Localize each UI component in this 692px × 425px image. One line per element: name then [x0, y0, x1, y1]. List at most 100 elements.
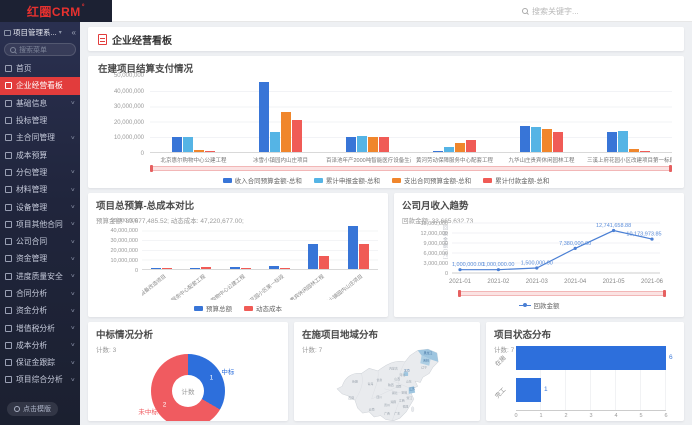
- sidebar-footer-button[interactable]: 点击模版: [7, 402, 58, 416]
- y-tick: 0: [135, 268, 138, 274]
- legend-label: 动态成本: [256, 303, 282, 313]
- x-tick: 2021-02: [487, 279, 510, 285]
- x-tick: 2021-05: [603, 279, 626, 285]
- logo-text: 红圈CRM: [27, 3, 81, 20]
- x-axis-label: 百泽池年产2000吨智能医疗设备生产线改造项目: [324, 156, 411, 164]
- province-label: 贵州: [384, 402, 390, 407]
- datazoom-slider[interactable]: [458, 291, 666, 296]
- bar: [346, 137, 356, 152]
- province-label: 浙江: [407, 395, 413, 400]
- sidebar-menu-item[interactable]: 首页: [0, 60, 80, 77]
- chevron-down-icon: ∨: [71, 135, 76, 141]
- donut-center-label: 计数: [172, 375, 204, 407]
- bar-value: 6: [669, 354, 673, 361]
- status-bar: [516, 346, 666, 370]
- menu-search-input[interactable]: 搜索菜单: [4, 43, 76, 56]
- menu-item-icon: [5, 221, 12, 228]
- sidebar-menu-item[interactable]: 主合同管理∨: [0, 129, 80, 146]
- x-tick: 5: [639, 413, 642, 419]
- bar: [368, 137, 378, 152]
- menu-item-label: 项目综合分析: [16, 374, 63, 385]
- bar-group: [237, 77, 324, 152]
- y-tick: 40,000,000: [114, 89, 144, 95]
- menu-item-label: 进度质量安全: [16, 271, 63, 282]
- bid-result-chart-card: 中标情况分析 计数: 3 1中标2未中标计数: [88, 322, 288, 421]
- sidebar-menu-item[interactable]: 项目其他合同∨: [0, 216, 80, 233]
- datazoom-slider[interactable]: [150, 166, 672, 171]
- chevron-down-icon: ∨: [71, 221, 76, 227]
- data-point: [574, 247, 577, 250]
- chart-subtitle: 计数: 3: [96, 344, 280, 354]
- chart-legend: 回款金额: [394, 300, 684, 310]
- legend-item[interactable]: 累计付款金额-总和: [483, 175, 549, 185]
- chevron-down-icon: ∨: [71, 308, 76, 314]
- x-axis-label: 黄河劳动保障服务中心配套工程: [411, 156, 498, 164]
- menu-item-label: 基础信息: [16, 98, 47, 109]
- chevron-down-icon: ∨: [71, 325, 76, 331]
- sidebar-menu-item[interactable]: 增值税分析∨: [0, 319, 80, 336]
- bar-group: [339, 222, 378, 269]
- search-icon: [10, 47, 16, 53]
- y-tick: 20,000,000: [114, 120, 144, 126]
- menu-item-icon: [5, 186, 12, 193]
- line-chart: 15,000,00012,000,0009,000,0006,000,0003,…: [402, 217, 666, 291]
- y-tick: 50,000,000: [110, 218, 138, 224]
- sidebar-menu-item[interactable]: 基础信息∨: [0, 95, 80, 112]
- legend-item[interactable]: 回款金额: [519, 300, 560, 310]
- legend-item[interactable]: 预算总额: [194, 303, 232, 313]
- y-tick: 6,000,000: [424, 251, 448, 257]
- sidebar-menu-item[interactable]: 合同分析∨: [0, 285, 80, 302]
- bar: [359, 244, 369, 269]
- province-label: 江苏: [409, 386, 415, 391]
- sidebar-menu-item[interactable]: 材料管理∨: [0, 181, 80, 198]
- sidebar-menu-item[interactable]: 进度质量安全∨: [0, 268, 80, 285]
- menu-item-icon: [5, 134, 12, 141]
- menu-item-icon: [5, 359, 12, 366]
- chart-title: 在施项目地域分布: [302, 327, 472, 341]
- menu-item-label: 设备管理: [16, 202, 47, 213]
- sidebar-menu-item[interactable]: 资金管理∨: [0, 250, 80, 267]
- bar-value: 1: [544, 386, 548, 393]
- sidebar-menu-item[interactable]: 企业经营看板: [0, 77, 80, 94]
- workspace-switcher[interactable]: 项目管理系... ▾ «: [0, 22, 80, 41]
- pair-bar-plot: [142, 222, 378, 270]
- province-label: 广东: [394, 410, 400, 415]
- legend-item[interactable]: 支出合同预算金额-总和: [392, 175, 471, 185]
- sidebar-menu-item[interactable]: 成本预算: [0, 146, 80, 163]
- data-point: [458, 268, 461, 271]
- province-label: 广西: [384, 410, 390, 415]
- sidebar-menu-item[interactable]: 设备管理∨: [0, 198, 80, 215]
- bar: [151, 268, 161, 269]
- sidebar-menu-item[interactable]: 项目综合分析∨: [0, 371, 80, 388]
- legend-item[interactable]: 累计申报金额-总和: [314, 175, 380, 185]
- legend-label: 预算总额: [206, 303, 232, 313]
- bar: [194, 150, 204, 152]
- chart-title: 项目状态分布: [494, 327, 676, 341]
- province-label: 江西: [399, 398, 405, 403]
- bar: [319, 256, 329, 269]
- province-label: 安徽: [401, 389, 407, 394]
- legend-item[interactable]: 动态成本: [244, 303, 282, 313]
- global-search-input[interactable]: 搜索关键字...: [522, 4, 662, 18]
- legend-item[interactable]: 收入合同预算金额-总和: [223, 175, 302, 185]
- sidebar-menu: 首页企业经营看板基础信息∨投标管理主合同管理∨成本预算分包管理∨材料管理∨设备管…: [0, 60, 80, 389]
- sidebar-menu-item[interactable]: 资金分析∨: [0, 302, 80, 319]
- sidebar-collapse-icon[interactable]: «: [72, 28, 76, 37]
- bar: [281, 112, 291, 152]
- sidebar-menu-item[interactable]: 投标管理: [0, 112, 80, 129]
- sidebar-menu-item[interactable]: 公司合同∨: [0, 233, 80, 250]
- x-axis-label: 百泽池年产2000吨智能设备改造项目: [142, 273, 168, 300]
- settlement-payment-chart-card: 在建项目结算支付情况 50,000,00040,000,00030,000,00…: [88, 56, 684, 188]
- x-axis-labels: 百泽池年产2000吨智能设备改造项目黄河劳动保障服务中心配套工程北京惠尔购物中心…: [142, 272, 378, 300]
- sidebar-menu-item[interactable]: 分包管理∨: [0, 164, 80, 181]
- slice-value: 1: [210, 374, 214, 381]
- sidebar-menu-item[interactable]: 保证金跟踪∨: [0, 354, 80, 371]
- sidebar-menu-item[interactable]: 成本分析∨: [0, 337, 80, 354]
- province-label: 山东: [406, 378, 412, 383]
- x-axis-label: 北京惠尔购物中心公建工程: [150, 156, 237, 164]
- menu-item-icon: [5, 273, 12, 280]
- bar: [379, 137, 389, 152]
- menu-item-icon: [5, 152, 12, 159]
- data-label: 1,500,000.00: [521, 261, 553, 267]
- menu-item-icon: [5, 204, 12, 211]
